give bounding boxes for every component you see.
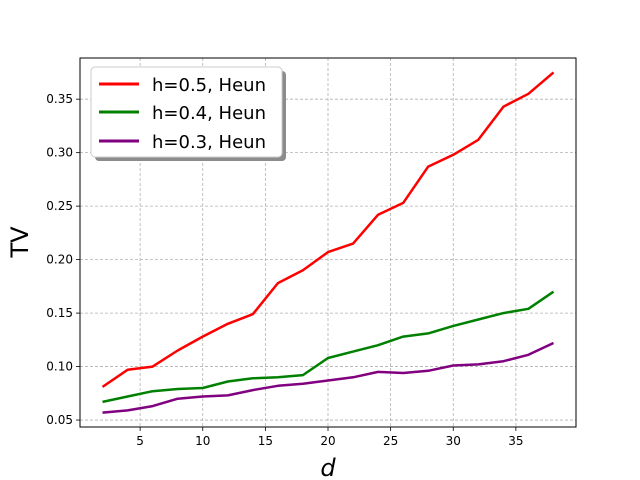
legend: h=0.5, Heun h=0.4, Heun h=0.3, Heun [90,66,286,161]
y-tick-label: 0.15 [46,306,73,320]
x-tick-label: 25 [383,434,398,448]
series-lines [101,71,555,414]
y-axis-ticks: 0.05 0.10 0.15 0.20 0.25 0.30 0.35 [46,92,80,427]
x-tick-label: 10 [195,434,210,448]
y-tick-label: 0.10 [46,360,73,374]
series-line-1 [102,290,555,404]
legend-label-2: h=0.3, Heun [152,132,266,153]
series-line-0 [101,71,555,388]
legend-label-0: h=0.5, Heun [152,75,266,96]
x-tick-label: 15 [258,434,273,448]
x-axis-label: d [320,454,336,480]
legend-box [90,66,283,158]
y-tick-label: 0.20 [46,253,73,267]
legend-label-1: h=0.4, Heun [152,103,266,124]
series-line-2 [102,341,555,414]
x-tick-label: 20 [320,434,335,448]
y-tick-label: 0.25 [46,199,73,213]
y-tick-label: 0.30 [46,146,73,160]
y-axis-label: TV [6,226,34,259]
y-tick-label: 0.35 [46,92,73,106]
x-tick-label: 35 [508,434,523,448]
x-axis-ticks: 5 10 15 20 25 30 35 [136,427,524,448]
x-tick-label: 5 [136,434,144,448]
y-tick-label: 0.05 [46,413,73,427]
x-tick-label: 30 [446,434,461,448]
